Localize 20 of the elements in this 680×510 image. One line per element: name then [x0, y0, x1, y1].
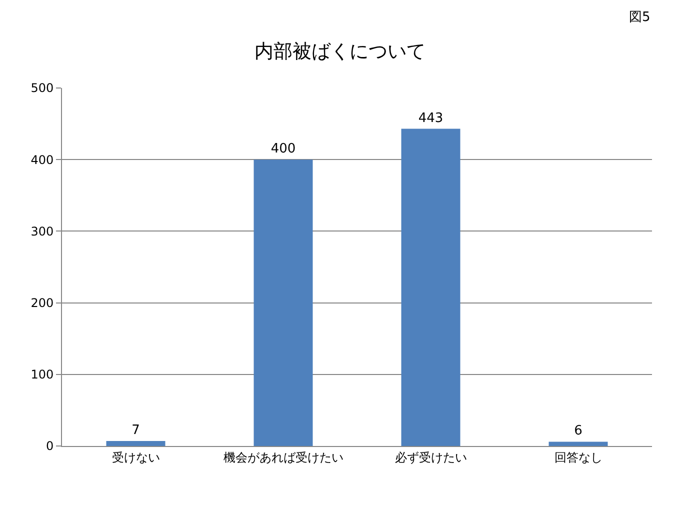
- bar: [106, 440, 166, 446]
- chart-title: 内部被ばくについて: [254, 40, 426, 63]
- x-tick-label: 機会があれば受けたい: [223, 450, 344, 464]
- bar: [548, 442, 608, 446]
- y-tick-label: 0: [46, 439, 54, 454]
- bar: [254, 160, 313, 446]
- y-tick-label: 500: [30, 81, 54, 96]
- y-tick-label: 400: [30, 152, 54, 167]
- x-tick-label: 必ず受けたい: [394, 450, 467, 464]
- data-label: 400: [270, 142, 296, 157]
- data-label: 7: [132, 422, 140, 438]
- bar: [401, 128, 460, 446]
- x-tick-label: 受けない: [112, 450, 160, 464]
- x-tick-label: 回答なし: [554, 450, 602, 464]
- data-label: 6: [574, 424, 582, 439]
- y-tick-label: 200: [30, 296, 54, 310]
- caption: 図5: [629, 10, 650, 25]
- y-tick-label: 300: [30, 224, 54, 238]
- data-label: 443: [418, 110, 444, 126]
- y-tick-label: 100: [30, 368, 54, 382]
